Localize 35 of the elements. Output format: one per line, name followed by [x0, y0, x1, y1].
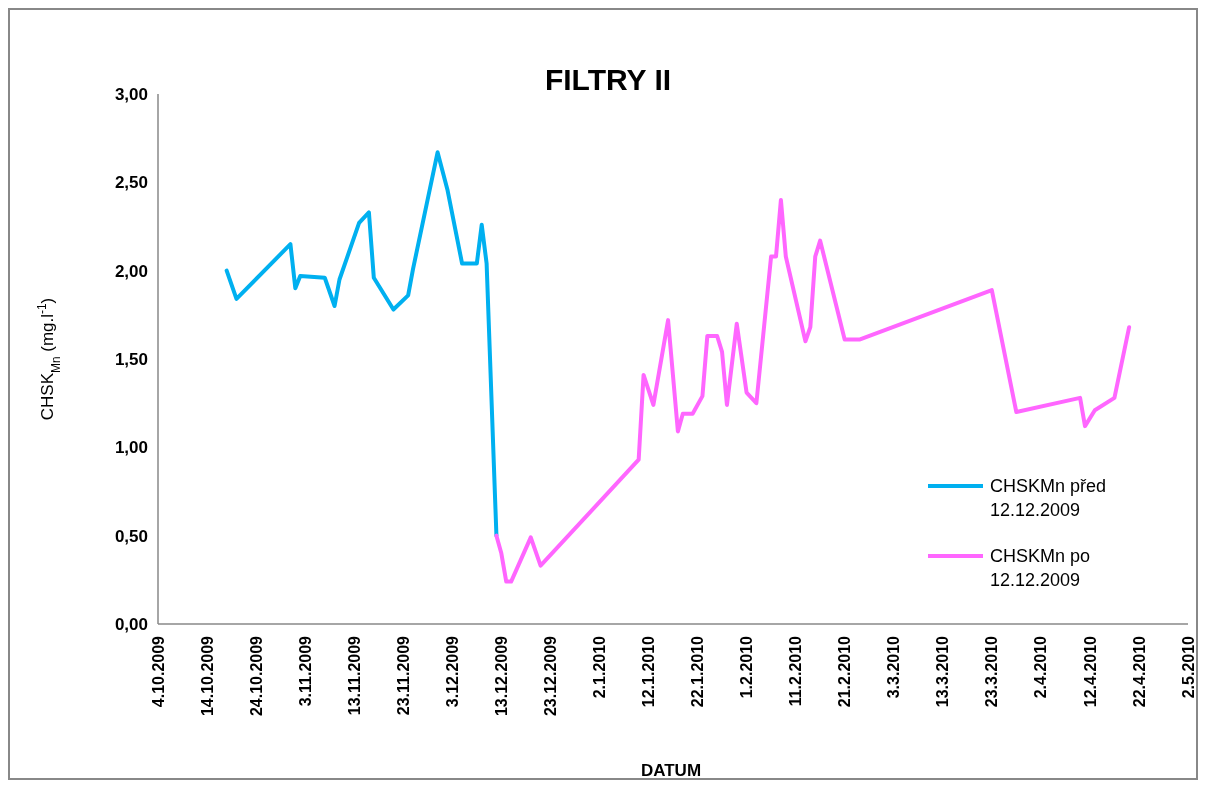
- x-tick-label: 2.5.2010: [1179, 635, 1197, 699]
- x-tick-label: 13.12.2009: [492, 635, 510, 717]
- x-tick-label: 23.11.2009: [394, 635, 412, 716]
- x-tick-label: 22.1.2010: [689, 635, 707, 708]
- y-tick-label: 0,50: [114, 526, 148, 546]
- y-tick-label: 2,50: [114, 173, 148, 193]
- y-tick-label: 0,00: [114, 614, 148, 634]
- x-tick-label: 23.12.2009: [541, 635, 559, 717]
- y-tick-label: 3,00: [114, 84, 148, 104]
- x-tick-label: 23.3.2010: [983, 635, 1001, 708]
- x-tick-label: 1.2.2010: [738, 635, 756, 699]
- chart-title: FILTRY II: [544, 63, 672, 96]
- x-tick-label: 3.11.2009: [296, 635, 314, 707]
- x-tick-label: 13.3.2010: [934, 635, 952, 708]
- line-series: [494, 198, 1132, 584]
- x-tick-label: 3.12.2009: [443, 635, 461, 708]
- x-tick-label: 11.2.2010: [787, 635, 805, 707]
- legend-label: CHSKMn po 12.12.2009: [990, 546, 1091, 590]
- x-tick-label: 14.10.2009: [198, 635, 216, 717]
- x-tick-label: 4.10.2009: [149, 635, 167, 708]
- legend-label: CHSKMn před 12.12.2009: [990, 476, 1107, 520]
- x-tick-label: 21.2.2010: [836, 635, 854, 708]
- x-tick-label: 3.3.2010: [885, 635, 903, 699]
- x-tick-label: 2.1.2010: [591, 635, 609, 699]
- y-tick-label: 1,00: [114, 438, 148, 458]
- x-tick-label: 22.4.2010: [1130, 635, 1148, 708]
- x-tick-label: 12.1.2010: [640, 635, 658, 708]
- x-axis-title: DATUM: [640, 761, 702, 780]
- x-tick-label: 12.4.2010: [1081, 635, 1099, 708]
- x-tick-label: 2.4.2010: [1032, 635, 1050, 699]
- y-tick-label: 2,00: [114, 261, 148, 281]
- x-tick-label: 13.11.2009: [345, 635, 363, 716]
- x-tick-label: 24.10.2009: [247, 635, 265, 717]
- y-tick-label: 1,50: [114, 349, 148, 369]
- line-series: [224, 150, 499, 538]
